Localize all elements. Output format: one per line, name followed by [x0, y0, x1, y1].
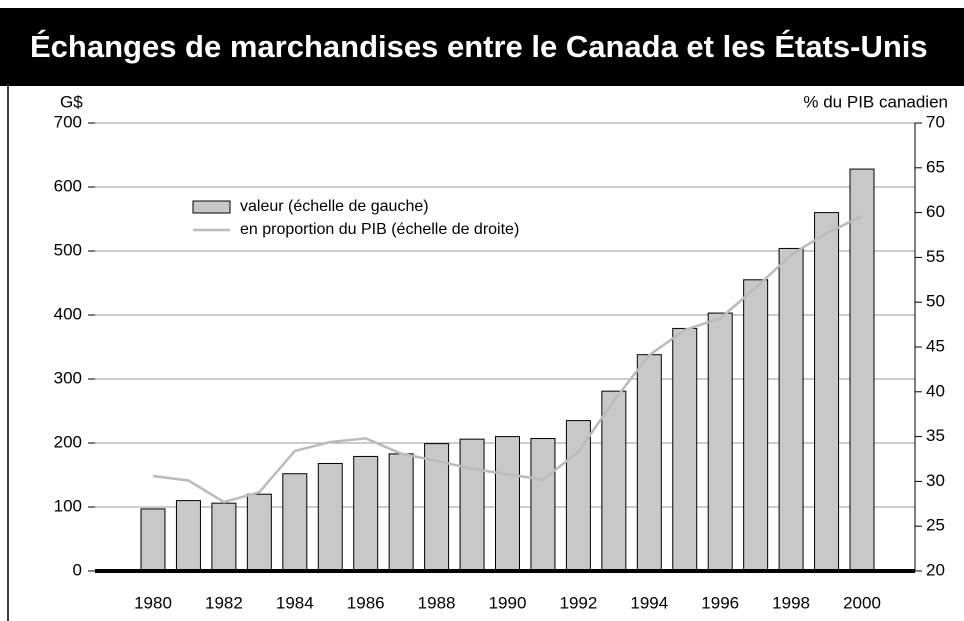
bar — [707, 312, 733, 572]
bar — [282, 473, 308, 572]
y2-tick-label: 70 — [926, 112, 945, 131]
bar — [140, 508, 166, 572]
bar — [388, 453, 414, 572]
bar — [743, 279, 769, 572]
y2-tick-label: 50 — [926, 292, 945, 311]
x-tick-label: 1982 — [205, 593, 243, 612]
bar — [495, 436, 520, 572]
legend-label: en proportion du PIB (échelle de droite) — [240, 221, 519, 238]
y-tick-label: 400 — [54, 304, 82, 323]
line-series — [152, 215, 863, 504]
x-tick-label: 1986 — [347, 593, 385, 612]
y2-tick-label: 25 — [926, 516, 945, 535]
bar — [424, 443, 450, 572]
y-tick-label: 600 — [54, 176, 82, 195]
x-tick-label: 1980 — [134, 593, 172, 612]
y-tick-label: 300 — [54, 368, 82, 387]
x-tick-label: 1996 — [701, 593, 739, 612]
y-tick-label: 500 — [54, 240, 82, 259]
bar — [175, 500, 201, 572]
legend-label: valeur (échelle de gauche) — [240, 198, 429, 215]
bar — [211, 502, 237, 572]
y-tick-label: 700 — [54, 112, 82, 131]
x-tick-label: 1998 — [772, 593, 810, 612]
bar — [565, 420, 591, 572]
y-tick-label: 0 — [73, 560, 82, 579]
bar — [246, 493, 272, 572]
x-tick-label: 1994 — [630, 593, 668, 612]
y2-tick-label: 35 — [926, 426, 945, 445]
y-tick-label: 100 — [54, 496, 82, 515]
bar — [353, 455, 379, 572]
y2-tick-label: 45 — [926, 336, 945, 355]
y-axis-label: G$ — [60, 92, 83, 111]
y2-tick-label: 40 — [926, 381, 945, 400]
bar — [530, 438, 556, 572]
y2-tick-label: 65 — [926, 157, 945, 176]
y2-tick-label: 30 — [926, 471, 945, 490]
x-tick-label: 1992 — [559, 593, 597, 612]
bar — [672, 327, 698, 572]
bar — [814, 212, 840, 572]
bar — [778, 247, 804, 572]
x-tick-label: 1988 — [418, 593, 456, 612]
y-tick-label: 200 — [54, 432, 82, 451]
y2-tick-label: 60 — [926, 202, 945, 221]
x-tick-label: 1984 — [276, 593, 314, 612]
x-tick-label: 1990 — [489, 593, 527, 612]
y2-tick-label: 20 — [926, 560, 945, 579]
x-tick-label: 2000 — [843, 593, 881, 612]
y2-tick-label: 55 — [926, 247, 945, 266]
bar — [636, 354, 662, 572]
bar — [459, 438, 485, 572]
y2-axis-label: % du PIB canadien — [803, 92, 948, 111]
bar — [849, 168, 875, 572]
bar — [601, 390, 627, 572]
legend-swatch — [192, 200, 231, 214]
bar — [317, 462, 343, 572]
title-bar — [0, 8, 964, 86]
chart-title: Échanges de marchandises entre le Canada… — [30, 29, 928, 64]
